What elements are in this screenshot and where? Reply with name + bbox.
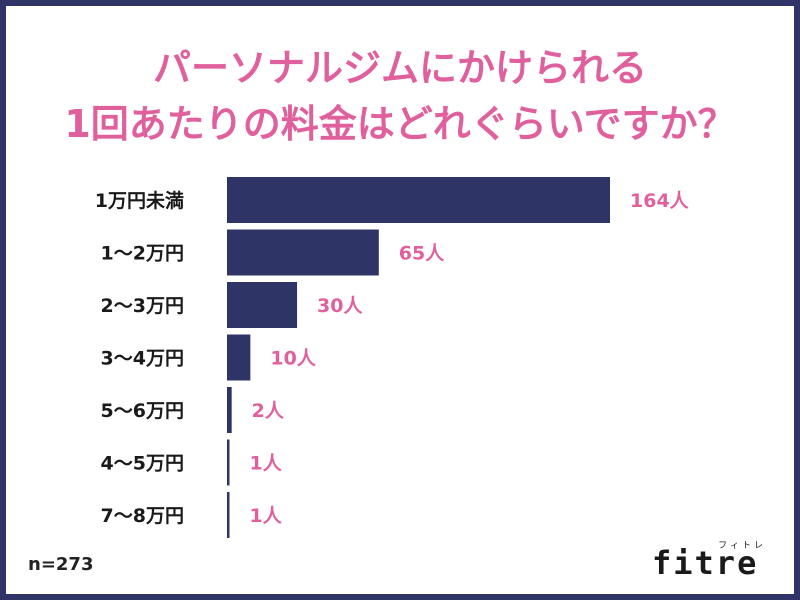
category-label-1: 1〜2万円 [101, 243, 184, 265]
bar-1 [227, 229, 379, 276]
value-label-3: 10人 [270, 348, 316, 370]
logo-ruby: フィトレ [718, 541, 766, 551]
value-label-1: 65人 [399, 243, 445, 265]
value-label-4: 2人 [252, 400, 285, 422]
title-line-1: パーソナルジムにかけられる [152, 46, 647, 90]
bar-5 [227, 439, 230, 486]
logo-word: fitre [652, 544, 759, 582]
bar-0 [227, 177, 610, 223]
value-label-0: 164人 [630, 190, 690, 212]
category-label-5: 4〜5万円 [101, 453, 184, 475]
category-label-0: 1万円未満 [95, 189, 184, 212]
brand-logo: フィトレ fitre [648, 530, 784, 588]
bar-3 [227, 334, 251, 381]
value-label-2: 30人 [317, 295, 363, 317]
category-label-4: 5〜6万円 [101, 400, 184, 422]
category-label-2: 2〜3万円 [101, 295, 184, 317]
category-label-3: 3〜4万円 [101, 348, 184, 370]
title-line-2: 1回あたりの料金はどれぐらいですか？ [64, 102, 736, 146]
value-label-6: 1人 [250, 505, 283, 527]
bar-4 [227, 387, 232, 433]
category-label-6: 7〜8万円 [101, 505, 184, 527]
bar-6 [227, 492, 230, 538]
chart-title: パーソナルジムにかけられる 1回あたりの料金はどれぐらいですか？ [0, 40, 800, 152]
bar-2 [227, 282, 298, 328]
value-label-5: 1人 [250, 453, 283, 475]
sample-size-label: n=273 [28, 554, 94, 575]
